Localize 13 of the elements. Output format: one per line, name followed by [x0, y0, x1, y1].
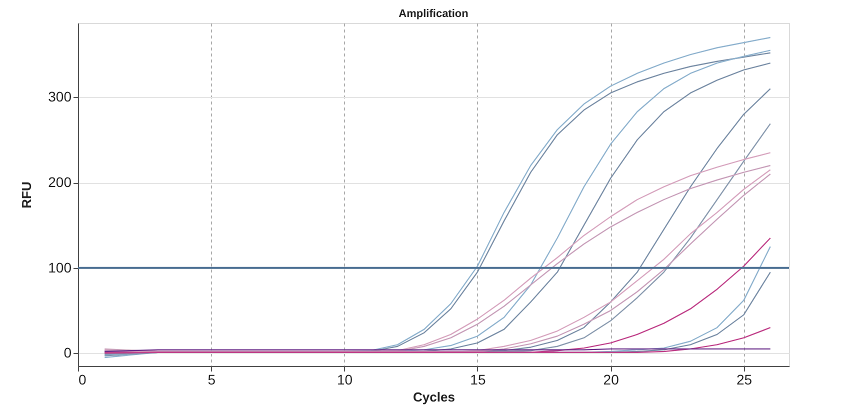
y-tick-label: 100: [48, 259, 72, 276]
y-tick-label: 300: [48, 88, 72, 105]
x-tick-label: 10: [337, 372, 353, 388]
x-tick-label: 25: [736, 372, 752, 388]
x-tick-label: 15: [470, 372, 486, 388]
y-axis-title: RFU: [19, 182, 34, 208]
x-axis-title: Cycles: [413, 390, 455, 404]
x-tick-label: 0: [78, 372, 86, 388]
y-tick-label: 200: [48, 174, 72, 190]
x-tick-label: 5: [208, 372, 216, 388]
chart-title: Amplification: [398, 8, 469, 20]
x-tick-label: 20: [603, 372, 620, 388]
y-tick-label: 0: [64, 344, 72, 361]
